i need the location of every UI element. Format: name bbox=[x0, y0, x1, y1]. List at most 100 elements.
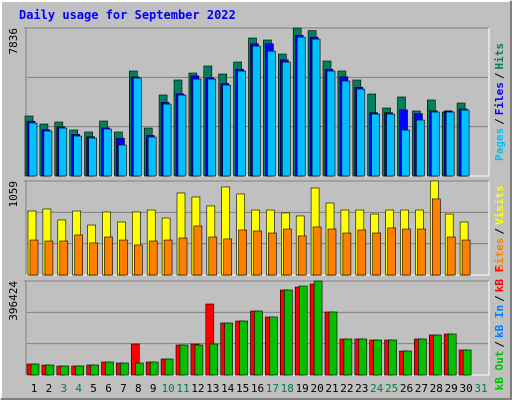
bar bbox=[254, 310, 263, 376]
legend: Sites / Visits bbox=[493, 185, 506, 271]
y-tick-label: 7836 bbox=[7, 28, 20, 55]
x-tick-label: 11 bbox=[176, 382, 189, 395]
bar bbox=[120, 362, 129, 376]
bar bbox=[357, 229, 367, 276]
bar bbox=[237, 70, 246, 177]
bar bbox=[209, 343, 219, 376]
legend-entry: Sites bbox=[493, 238, 506, 271]
bar bbox=[105, 361, 114, 376]
bar bbox=[388, 339, 397, 376]
bar bbox=[89, 242, 98, 276]
bar bbox=[373, 339, 383, 376]
bar bbox=[223, 238, 232, 276]
legend-entry: Hits bbox=[493, 43, 506, 70]
legend-entry: kB F bbox=[493, 266, 506, 293]
bar bbox=[403, 350, 412, 376]
bar bbox=[44, 240, 54, 276]
bar bbox=[281, 61, 291, 177]
bar bbox=[460, 109, 470, 177]
bar bbox=[356, 88, 366, 177]
legend-entry: Files bbox=[493, 82, 506, 115]
x-tick-label: 20 bbox=[310, 382, 323, 395]
legend-separator: / bbox=[493, 228, 506, 235]
bar bbox=[28, 122, 38, 177]
bar bbox=[430, 111, 440, 177]
bar bbox=[416, 119, 425, 177]
legend-separator: / bbox=[493, 72, 506, 79]
legend-entry: kB Out bbox=[493, 351, 506, 391]
x-tick-label: 29 bbox=[445, 382, 458, 395]
x-tick-label: 27 bbox=[415, 382, 428, 395]
legend: kB Out / kB In / kB F bbox=[493, 266, 506, 391]
bar bbox=[371, 113, 381, 177]
bar bbox=[417, 228, 426, 276]
bar bbox=[239, 320, 248, 376]
bar bbox=[208, 236, 218, 276]
bar bbox=[326, 70, 336, 177]
bar bbox=[222, 84, 231, 177]
bar bbox=[372, 232, 382, 276]
legend-separator: / bbox=[493, 118, 506, 125]
bar bbox=[149, 361, 159, 376]
bar bbox=[311, 38, 321, 177]
legend-entry: kB In bbox=[493, 305, 506, 338]
x-tick-label: 31 bbox=[474, 382, 487, 395]
bar bbox=[88, 137, 97, 177]
x-tick-label: 1 bbox=[31, 382, 38, 395]
bar bbox=[118, 144, 127, 177]
bar bbox=[298, 285, 308, 376]
bar bbox=[178, 237, 188, 276]
legend-entry: Pages bbox=[493, 128, 506, 161]
x-tick-label: 19 bbox=[296, 382, 309, 395]
x-tick-label: 6 bbox=[105, 382, 112, 395]
x-tick-label: 15 bbox=[236, 382, 249, 395]
x-tick-label: 18 bbox=[281, 382, 294, 395]
bar bbox=[341, 80, 351, 177]
y-tick-label: 396424 bbox=[7, 281, 20, 321]
bar bbox=[192, 78, 202, 177]
x-tick-label: 26 bbox=[400, 382, 413, 395]
bar bbox=[328, 311, 338, 376]
bar bbox=[148, 240, 158, 276]
bar bbox=[59, 240, 69, 276]
x-tick-label: 17 bbox=[266, 382, 279, 395]
bar bbox=[312, 226, 322, 276]
bar bbox=[462, 349, 472, 376]
bar bbox=[296, 36, 306, 177]
bar bbox=[252, 45, 261, 177]
bar bbox=[283, 289, 293, 376]
x-tick-label: 9 bbox=[150, 382, 157, 395]
bar bbox=[342, 232, 352, 276]
x-tick-label: 8 bbox=[135, 382, 142, 395]
x-tick-label: 10 bbox=[161, 382, 174, 395]
bar bbox=[446, 236, 456, 276]
bar bbox=[224, 322, 233, 376]
legend-separator: / bbox=[493, 295, 506, 302]
chart-title: Daily usage for September 2022 bbox=[19, 8, 236, 22]
bar bbox=[401, 129, 410, 177]
bar bbox=[238, 229, 247, 276]
bar bbox=[402, 228, 411, 276]
legend-entry: Visits bbox=[493, 185, 506, 225]
bar bbox=[447, 333, 457, 376]
x-tick-label: 23 bbox=[355, 382, 368, 395]
bar bbox=[267, 50, 276, 177]
x-tick-label: 25 bbox=[385, 382, 398, 395]
bar bbox=[164, 358, 174, 376]
x-tick-label: 16 bbox=[251, 382, 264, 395]
bar bbox=[387, 227, 396, 276]
legend: Pages / Files / Hits bbox=[493, 43, 506, 161]
bar bbox=[45, 364, 55, 376]
bar bbox=[104, 236, 113, 276]
bar bbox=[75, 365, 84, 376]
bar bbox=[445, 111, 455, 177]
bar bbox=[58, 127, 68, 177]
bar bbox=[147, 136, 157, 177]
x-tick-label: 13 bbox=[206, 382, 219, 395]
x-tick-label: 7 bbox=[120, 382, 127, 395]
bar bbox=[177, 94, 187, 177]
bar bbox=[30, 363, 40, 376]
